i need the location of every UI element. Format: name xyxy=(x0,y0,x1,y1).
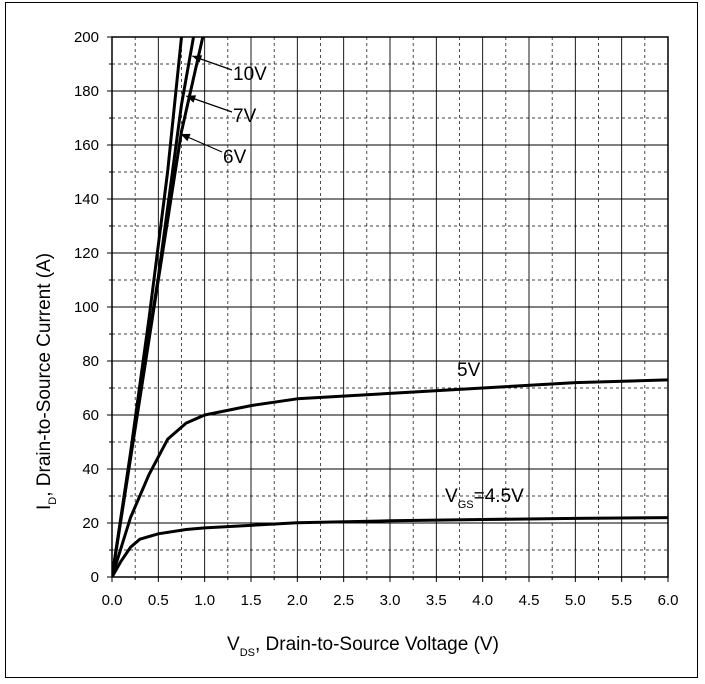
x-tick-label: 5.0 xyxy=(565,592,586,609)
y-tick-label: 60 xyxy=(82,407,99,424)
x-tick-label: 1.5 xyxy=(241,592,262,609)
x-tick-label: 1.0 xyxy=(194,592,215,609)
curve-label-7v: 7V xyxy=(233,106,257,127)
x-tick-label: 3.0 xyxy=(380,592,401,609)
annotation-arrowhead xyxy=(192,55,203,63)
y-tick-label: 180 xyxy=(74,83,99,100)
y-tick-label: 0 xyxy=(91,569,99,586)
curve-label-5v: 5V xyxy=(457,360,481,381)
y-tick-label: 100 xyxy=(74,299,99,316)
x-axis-title-sub: DS xyxy=(240,647,255,659)
chart-frame xyxy=(5,2,698,678)
x-tick-label: 3.5 xyxy=(426,592,447,609)
vgs-label-sub: GS xyxy=(458,499,474,511)
x-tick-label: 2.5 xyxy=(333,592,354,609)
series-group xyxy=(112,37,668,577)
annotation-arrowhead xyxy=(180,133,191,142)
y-tick-label: 140 xyxy=(74,191,99,208)
x-axis-title-main: V xyxy=(227,634,240,655)
y-axis-title-main: I xyxy=(34,505,55,510)
x-tick-label: 0.5 xyxy=(148,592,169,609)
x-tick-label: 6.0 xyxy=(658,592,679,609)
x-tick-label: 4.0 xyxy=(472,592,493,609)
y-axis-title-sub: D xyxy=(47,497,59,505)
x-tick-label: 4.5 xyxy=(519,592,540,609)
curve-label-vgs: VGS=4.5V xyxy=(445,486,524,511)
annotation-arrowhead xyxy=(186,95,197,103)
x-tick-label: 5.5 xyxy=(611,592,632,609)
y-tick-label: 200 xyxy=(74,29,99,46)
x-tick-label: 2.0 xyxy=(287,592,308,609)
grid xyxy=(112,37,668,577)
vgs-label-rest: =4.5V xyxy=(474,486,525,507)
y-tick-label: 20 xyxy=(82,515,99,532)
x-tick-label: 0.0 xyxy=(102,592,123,609)
x-axis-title: VDS, Drain-to-Source Voltage (V) xyxy=(227,634,499,659)
curve-label-10v: 10V xyxy=(233,64,267,85)
vgs-label-main: V xyxy=(445,486,458,507)
curve-label-6v: 6V xyxy=(223,147,247,168)
series-line-6v xyxy=(112,37,183,577)
y-tick-label: 120 xyxy=(74,245,99,262)
y-axis-title-rest: , Drain-to-Source Current (A) xyxy=(34,253,55,497)
y-tick-label: 160 xyxy=(74,137,99,154)
axis-ticks: 0.0 0.5 1.0 1.5 2.0 2.5 3.0 3.5 4.0 4.5 5.0 5.5 6.0 0… xyxy=(74,29,678,609)
x-axis-title-rest: , Drain-to-Source Voltage (V) xyxy=(255,634,499,655)
y-axis-title: ID, Drain-to-Source Current (A) xyxy=(34,253,59,510)
series-line-vgs-4-5v xyxy=(112,516,668,577)
series-line-5v xyxy=(112,378,668,577)
annotation-arrows xyxy=(180,55,233,153)
y-tick-label: 80 xyxy=(82,353,99,370)
y-tick-label: 40 xyxy=(82,461,99,478)
